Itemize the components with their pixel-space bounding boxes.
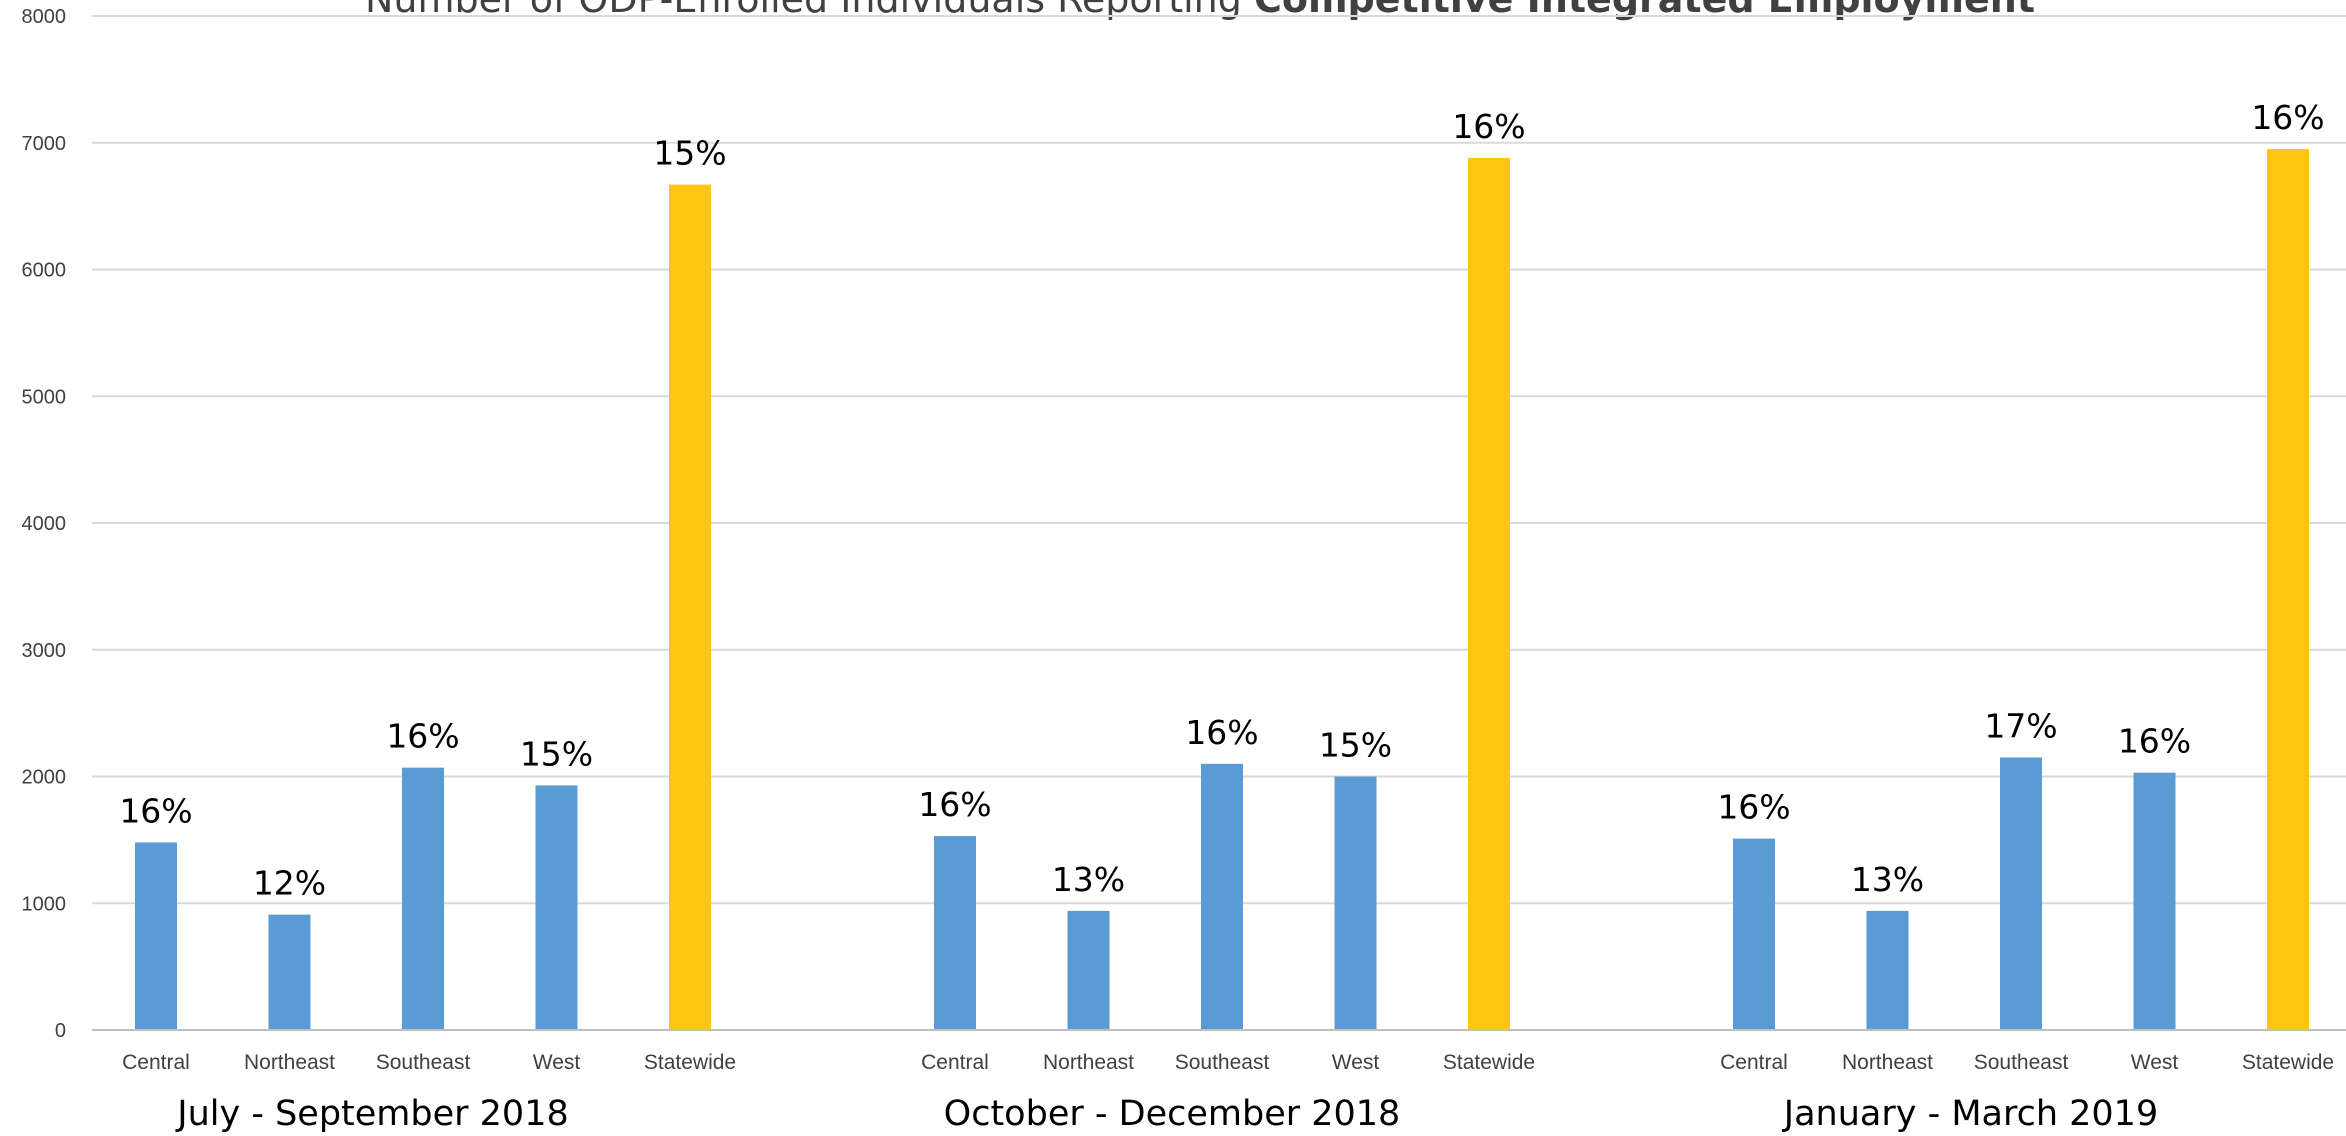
y-tick-label: 2000 xyxy=(22,767,67,789)
data-label: 17% xyxy=(1984,706,2057,745)
data-label: 13% xyxy=(1052,860,1125,899)
x-tick-label: Statewide xyxy=(1443,1051,1535,1074)
data-label: 16% xyxy=(119,791,192,830)
x-tick-label: Northeast xyxy=(1043,1051,1134,1074)
bar-central xyxy=(1733,838,1775,1030)
bar-southeast xyxy=(2000,757,2042,1030)
x-tick-label: Southeast xyxy=(376,1051,471,1074)
x-axis: Central Northeast Southeast West Statewide Ju… xyxy=(92,1029,2346,1134)
data-label: 16% xyxy=(918,785,991,824)
gridlines xyxy=(92,15,2346,905)
x-tick-label: West xyxy=(2131,1051,2179,1074)
x-tick-label: Central xyxy=(921,1051,989,1074)
bar-northeast xyxy=(1866,910,1909,1030)
y-tick-label: 6000 xyxy=(22,260,67,282)
data-label: 13% xyxy=(1851,860,1924,899)
x-tick-label: Southeast xyxy=(1974,1051,2069,1074)
x-group-label: October - December 2018 xyxy=(944,1094,1401,1134)
x-tick-label: Northeast xyxy=(1842,1051,1933,1074)
data-label: 16% xyxy=(1717,788,1790,827)
y-tick-label: 8000 xyxy=(22,6,67,28)
chart-title: Number of ODP-Enrolled Individuals Repor… xyxy=(365,0,2035,21)
bar-central xyxy=(934,836,976,1030)
bars: 16% 12% 16% 15% 15% 16% 13% 16% 15% 16% 16% 13% 17% 1… xyxy=(119,98,2325,1030)
x-tick-label: Northeast xyxy=(244,1051,335,1074)
bar-west xyxy=(1334,776,1377,1030)
y-tick-label: 5000 xyxy=(22,386,67,408)
bar-southeast xyxy=(402,767,444,1030)
data-label: 15% xyxy=(653,134,726,173)
data-label: 16% xyxy=(2251,98,2324,137)
data-label: 15% xyxy=(520,734,593,773)
bar-statewide xyxy=(2267,149,2309,1030)
y-tick-label: 4000 xyxy=(22,513,67,535)
data-label: 15% xyxy=(1319,726,1392,765)
y-tick-label: 0 xyxy=(55,1020,66,1042)
y-tick-label: 1000 xyxy=(22,893,67,915)
bar-central xyxy=(135,842,177,1030)
x-tick-label: Statewide xyxy=(2242,1051,2334,1074)
x-tick-label: Southeast xyxy=(1175,1051,1270,1074)
bar-northeast xyxy=(1067,910,1110,1030)
bar-west xyxy=(2133,772,2176,1030)
bar-northeast xyxy=(268,914,311,1030)
bar-statewide xyxy=(669,184,711,1030)
bar-statewide xyxy=(1468,157,1510,1030)
bar-west xyxy=(535,785,578,1030)
x-tick-label: Central xyxy=(1720,1051,1788,1074)
data-label: 16% xyxy=(386,717,459,756)
data-label: 16% xyxy=(1185,713,1258,752)
x-group-label: January - March 2019 xyxy=(1782,1094,2158,1134)
x-tick-label: Central xyxy=(122,1051,190,1074)
x-tick-label: West xyxy=(533,1051,581,1074)
chart-title-bold: Competitive Integrated Employment xyxy=(1254,0,2035,21)
x-tick-label: Statewide xyxy=(644,1051,736,1074)
y-tick-label: 3000 xyxy=(22,640,67,662)
x-tick-label: West xyxy=(1332,1051,1380,1074)
y-axis: 0 1000 2000 3000 4000 5000 6000 7000 8000 xyxy=(22,6,67,1042)
data-label: 16% xyxy=(2118,722,2191,761)
y-tick-label: 7000 xyxy=(22,133,67,155)
bar-southeast xyxy=(1201,763,1243,1030)
data-label: 12% xyxy=(253,864,326,903)
data-label: 16% xyxy=(1452,107,1525,146)
chart-title-prefix: Number of ODP-Enrolled Individuals Repor… xyxy=(365,0,1254,21)
x-group-label: July - September 2018 xyxy=(175,1094,568,1134)
